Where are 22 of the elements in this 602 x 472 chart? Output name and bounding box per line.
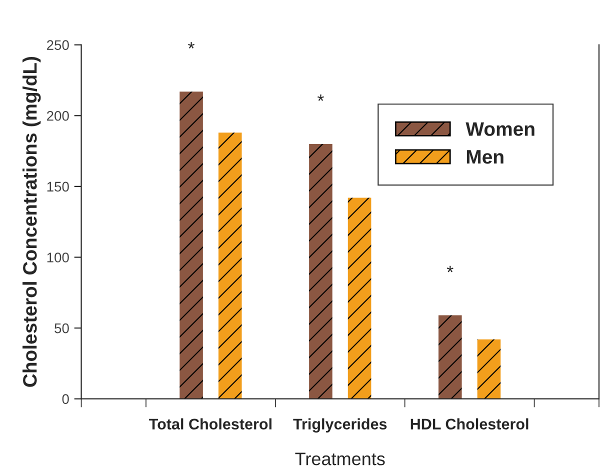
bar xyxy=(348,198,372,399)
bar xyxy=(218,132,242,399)
x-axis-title: Treatments xyxy=(295,452,385,466)
bar xyxy=(438,315,462,399)
y-tick-label: 150 xyxy=(47,182,69,192)
y-tick-label: 50 xyxy=(54,323,69,334)
bar xyxy=(477,339,501,399)
x-tick-label: HDL Cholesterol xyxy=(410,418,528,430)
annotation: * xyxy=(188,42,195,48)
annotation: * xyxy=(317,94,324,101)
x-tick-label: Total Cholesterol xyxy=(149,418,272,430)
bar xyxy=(309,144,332,399)
y-tick-label: 0 xyxy=(62,394,69,404)
y-tick-label: 200 xyxy=(46,110,69,121)
legend-label: Men xyxy=(466,150,504,164)
bar xyxy=(180,92,203,399)
y-tick-label: 250 xyxy=(46,40,69,50)
x-tick-label: Triglycerides xyxy=(293,418,387,433)
y-tick-label: 100 xyxy=(47,252,69,262)
legend-label: Women xyxy=(466,122,534,136)
annotation: * xyxy=(446,266,454,272)
y-axis-title: Cholesterol Concentrations (mg/dL) xyxy=(22,56,41,387)
